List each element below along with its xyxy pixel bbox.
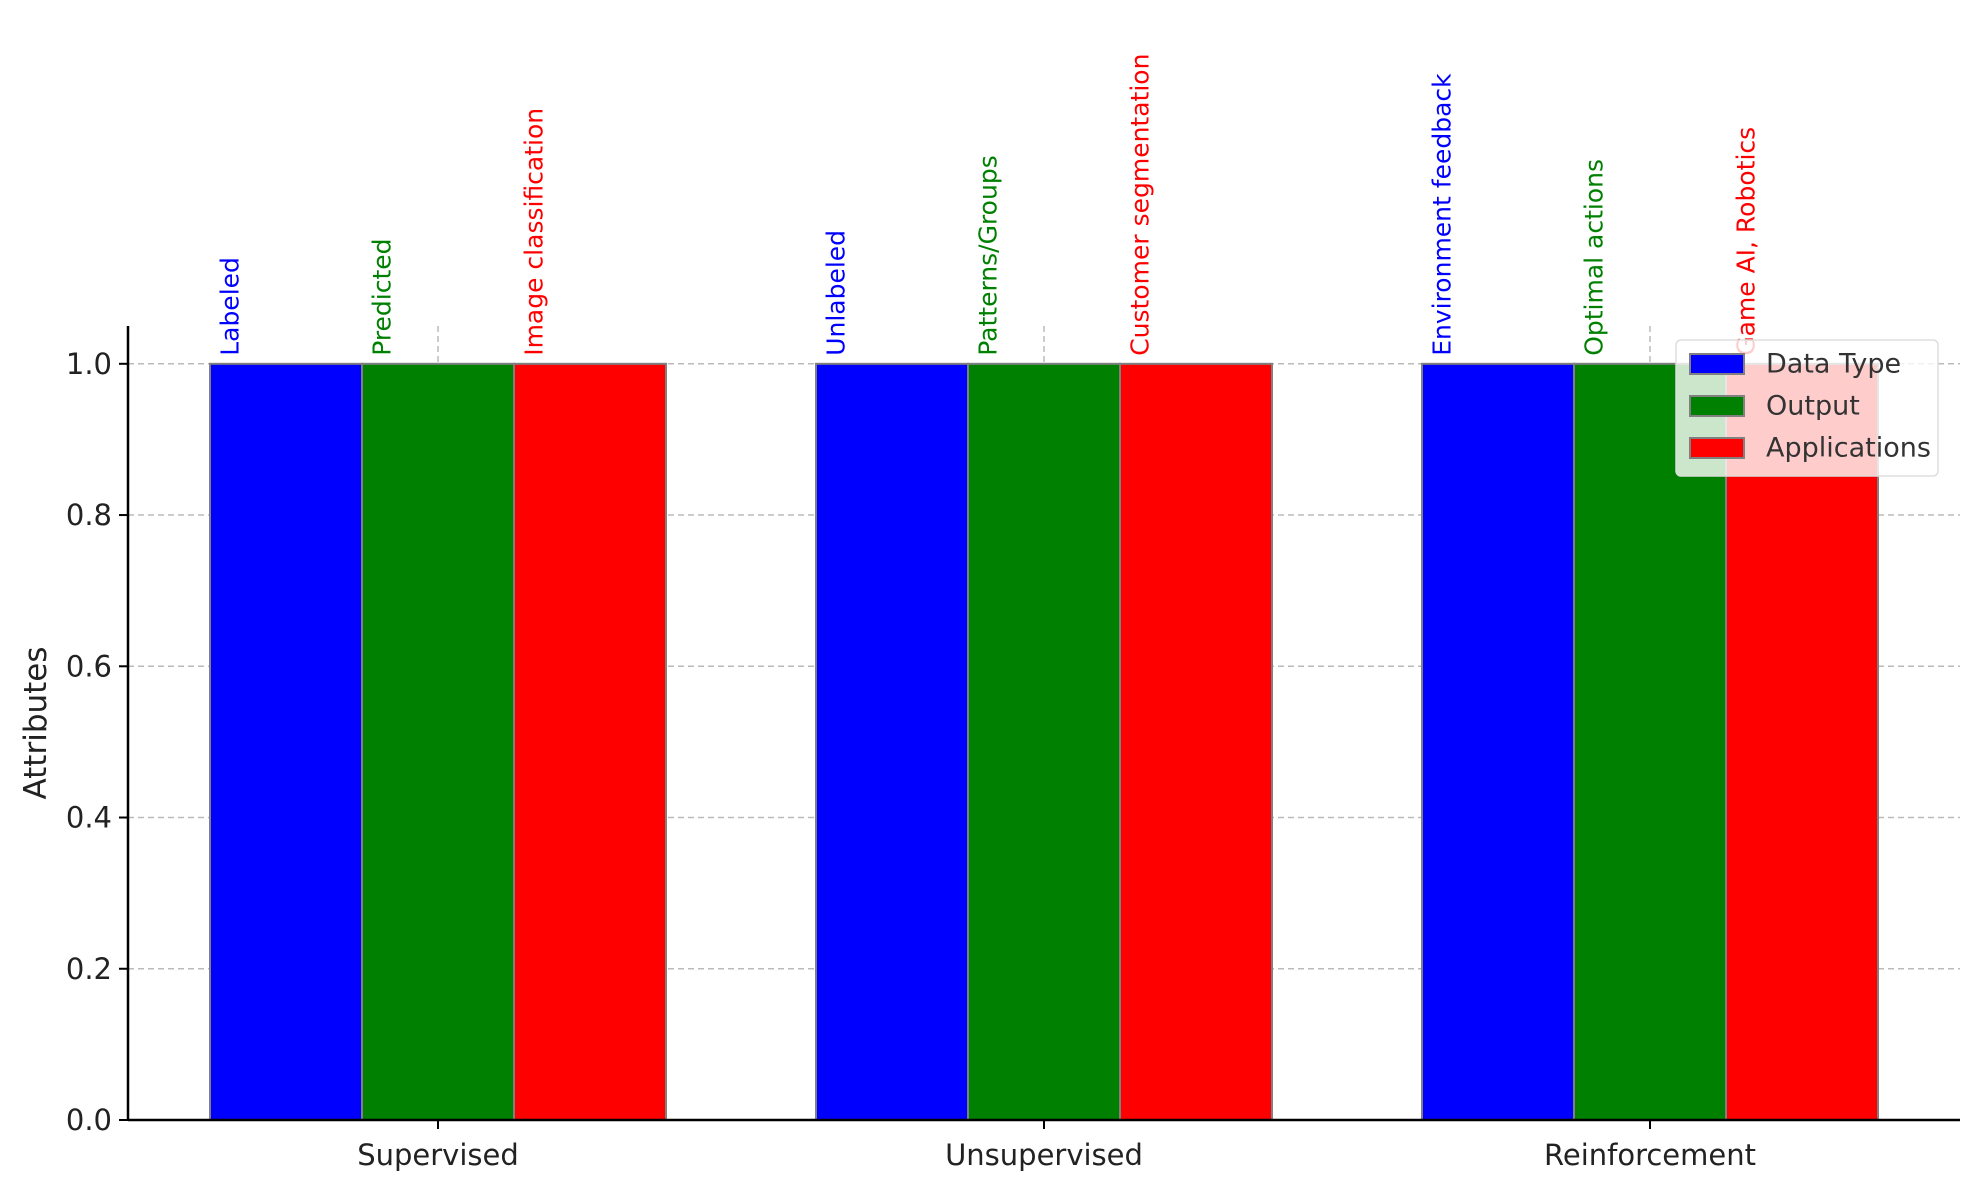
legend-label: Output	[1766, 391, 1860, 422]
legend: Data Type Output Applications	[1675, 339, 1939, 477]
bar-applications-unsupervised	[1119, 362, 1273, 1121]
y-tick-label: 0.8	[66, 498, 112, 532]
bar-data-type-supervised	[209, 362, 363, 1121]
bar-data-type-unsupervised	[815, 362, 969, 1121]
y-tick-label: 0.4	[66, 801, 112, 835]
y-tick-label: 1.0	[66, 347, 112, 381]
bar-output-unsupervised	[967, 362, 1121, 1121]
legend-label: Applications	[1766, 433, 1931, 464]
bar-output-reinforcement	[1573, 362, 1727, 1121]
bar-data-type-reinforcement	[1421, 362, 1575, 1121]
bar-label: Labeled	[215, 257, 244, 356]
bar-label: Image classification	[519, 108, 548, 356]
axes: 0.0 0.2 0.4 0.6 0.8 1.0 Supervised Unsupervised…	[18, 326, 1960, 1172]
x-tick-label: Unsupervised	[945, 1138, 1143, 1172]
legend-swatch	[1689, 353, 1745, 375]
y-axis-title: Attributes	[18, 646, 54, 799]
bar-label: Optimal actions	[1579, 159, 1608, 356]
bar-label: Patterns/Groups	[973, 155, 1002, 356]
bar-label: Environment feedback	[1427, 73, 1456, 356]
legend-swatch	[1689, 395, 1745, 417]
bar-label: Customer segmentation	[1125, 54, 1154, 356]
y-tick-label: 0.6	[66, 649, 112, 683]
bars	[209, 362, 1879, 1121]
bar-label: Unlabeled	[821, 230, 850, 356]
x-tick-label: Reinforcement	[1544, 1138, 1756, 1172]
bar-label: Game AI, Robotics	[1731, 127, 1760, 356]
bar-labels: Labeled Unlabeled Environment feedback Pred…	[215, 54, 1760, 356]
y-tick-label: 0.2	[66, 952, 112, 986]
bar-output-supervised	[361, 362, 515, 1121]
legend-label: Data Type	[1766, 349, 1901, 380]
x-tick-label: Supervised	[357, 1138, 519, 1172]
bar-applications-supervised	[513, 362, 667, 1121]
legend-swatch	[1689, 437, 1745, 459]
y-tick-label: 0.0	[66, 1103, 112, 1137]
bar-applications-reinforcement	[1725, 362, 1879, 1121]
bar-label: Predicted	[367, 238, 396, 355]
